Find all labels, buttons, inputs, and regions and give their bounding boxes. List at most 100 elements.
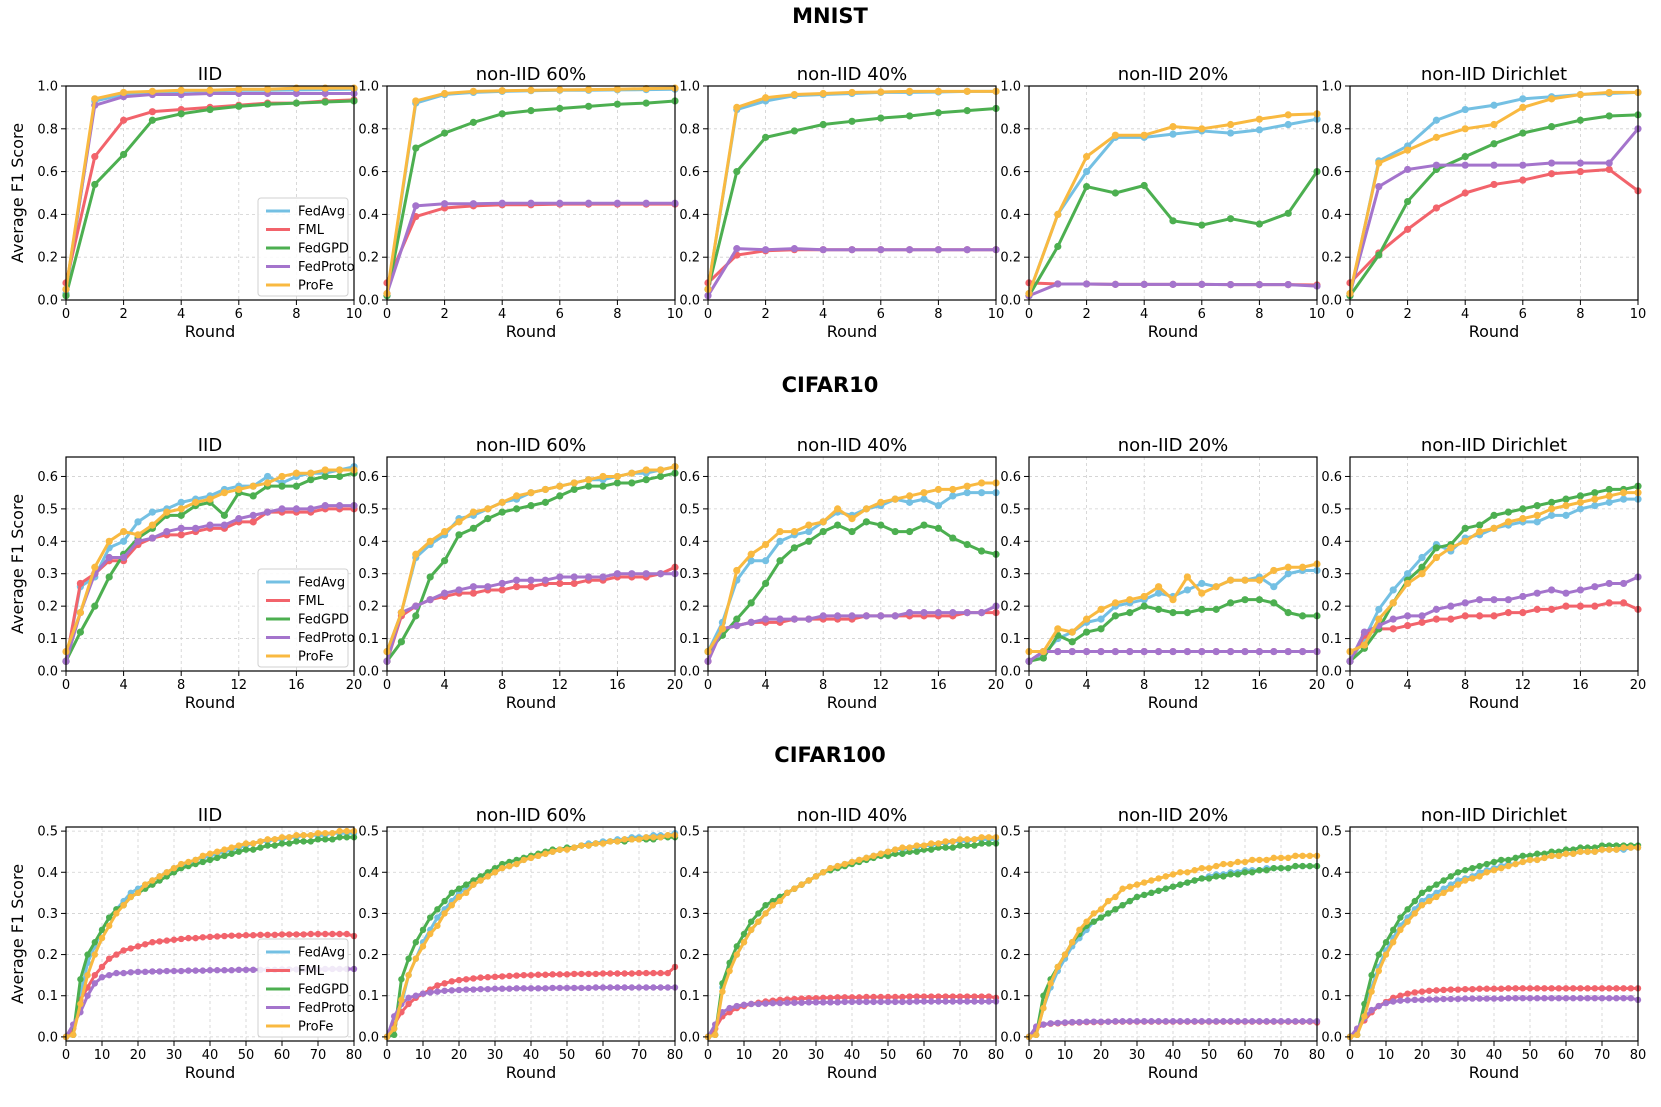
panel-2-0: 0 10 20 30 40 50 60 70 80 0.0 0.1 0.2 0.3 0.4 0.5 IID Ro… [8,805,362,1082]
data-point-fedproto [1526,995,1534,1002]
data-point-fml [614,970,621,977]
data-point-profe [322,829,329,837]
x-tick-label: 70 [952,1048,969,1063]
x-tick-label: 6 [235,307,243,322]
y-tick-label: 0.5 [1000,825,1021,840]
data-point-fedproto [250,966,257,973]
data-point-fedgpd [1105,910,1112,917]
data-point-fedgpd [1111,189,1119,197]
data-point-fedgpd [1220,873,1227,880]
data-point-fedproto [963,246,971,254]
data-point-fml [470,975,477,982]
y-tick-label: 0.2 [1000,600,1021,615]
data-point-fedproto [448,987,455,994]
data-point-fml [170,936,178,943]
y-tick-label: 0.2 [1321,600,1342,615]
x-tick-label: 12 [1515,678,1532,693]
data-point-fedproto [491,985,499,992]
data-point-fedgpd [963,540,971,549]
data-point-profe [769,901,776,909]
data-point-profe [199,852,206,860]
data-point-fedproto [214,967,221,974]
data-point-fedproto [1198,1018,1206,1025]
data-point-profe [1054,625,1062,633]
data-point-profe [1162,873,1170,880]
data-point-fedgpd [105,573,113,581]
data-point-fedproto [1461,599,1469,607]
x-tick-label: 12 [873,678,890,693]
data-point-profe [163,869,170,876]
y-tick-label: 0.0 [37,665,58,680]
series-line-profe [385,86,677,296]
data-point-fedproto [484,583,492,591]
data-point-profe [220,489,228,497]
data-point-profe [1519,515,1527,523]
data-point-fedproto [192,967,199,974]
data-point-fml [1620,599,1628,607]
data-point-fedproto [820,999,827,1006]
data-point-profe [321,466,329,474]
data-point-fedproto [1476,995,1483,1002]
data-point-profe [848,88,856,97]
x-axis-label: Round [506,322,557,341]
data-point-fedgpd [1490,140,1498,148]
data-point-fedproto [1140,280,1148,288]
data-point-fedgpd [448,889,455,897]
data-point-fedproto [206,967,214,974]
data-point-fedgpd [1292,862,1299,870]
data-point-fedproto [441,589,449,597]
x-tick-label: 8 [1255,307,1263,322]
data-point-fedproto [513,576,521,584]
data-point-fml [322,930,329,938]
data-point-profe [784,889,791,897]
data-point-fml [163,937,170,944]
x-tick-label: 2 [761,307,769,322]
data-point-fedproto [1090,1018,1098,1025]
data-point-fedproto [1227,647,1235,656]
data-point-fedavg [1169,130,1177,138]
data-point-fedgpd [228,850,235,857]
data-point-fedgpd [1519,505,1527,513]
data-point-fedproto [235,966,242,973]
data-point-profe [1198,589,1206,597]
x-tick-label: 30 [1129,1048,1146,1063]
y-axis-label: Average F1 Score [8,494,27,634]
data-point-fedproto [1397,997,1404,1004]
data-point-fedproto [642,199,650,207]
data-point-fml [599,970,607,977]
y-tick-label: 0.0 [358,665,379,680]
data-point-fedproto [1483,995,1491,1002]
data-point-profe [585,86,593,94]
data-point-profe [134,889,142,897]
x-axis-label: Round [185,1063,236,1082]
data-point-fml [491,973,499,980]
data-point-fedproto [556,984,563,992]
data-point-fedavg [805,527,813,536]
data-point-fedavg [1432,116,1440,124]
y-tick-label: 0.0 [1321,294,1342,309]
data-point-fedgpd [906,112,914,120]
data-point-profe [614,838,621,845]
data-point-fedproto [1184,1018,1191,1025]
data-point-fedproto [1141,1018,1148,1025]
data-point-fedproto [585,573,593,581]
data-point-fedgpd [733,615,741,623]
data-point-profe [1461,537,1469,545]
data-point-fedavg [1548,511,1556,519]
data-point-profe [448,901,455,909]
data-point-profe [1519,103,1527,111]
data-point-profe [963,482,971,490]
data-point-fedproto [1555,995,1563,1002]
data-point-fedproto [249,511,257,519]
data-point-fedgpd [391,1031,398,1039]
data-point-fedgpd [747,599,755,607]
data-point-fml [513,972,520,979]
data-point-fedgpd [877,114,885,122]
data-point-fml [556,971,563,978]
data-point-fedgpd [76,628,84,636]
data-point-fml [1605,165,1613,174]
data-point-fedavg [963,489,971,497]
data-point-fedgpd [1227,599,1235,607]
data-point-fedproto [657,984,664,991]
data-point-fedgpd [1133,893,1141,901]
